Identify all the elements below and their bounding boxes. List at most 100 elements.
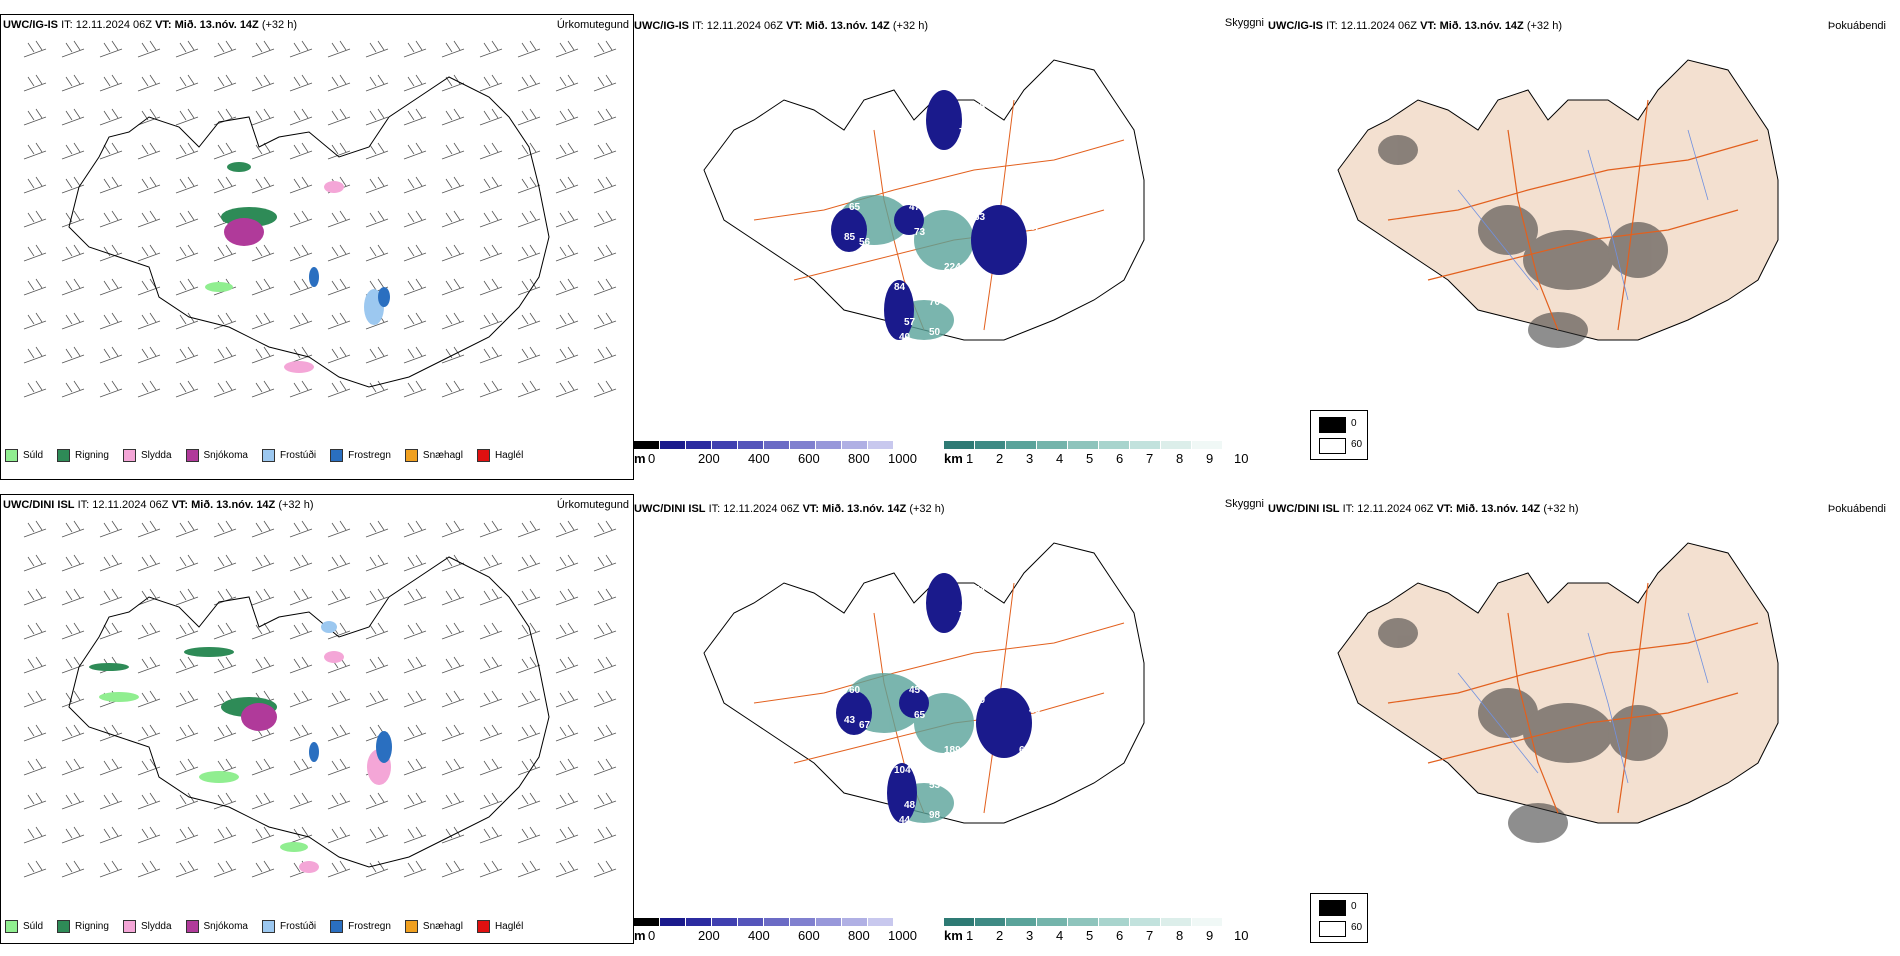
wind-barb	[365, 520, 389, 538]
wind-barb	[251, 278, 275, 296]
tick-label: 6	[1116, 451, 1124, 466]
wind-barb	[593, 690, 617, 708]
fog-map	[1337, 59, 1779, 348]
wind-barb	[251, 380, 275, 398]
product-title: Þokuábendi	[1827, 503, 1886, 515]
wind-barb	[403, 690, 427, 708]
visibility-value-label: 104	[894, 765, 911, 776]
forecast-row-2: UWC/DINI ISL IT: 12.11.2024 06Z VT: Mið.…	[0, 478, 1900, 956]
visibility-value-label: 59	[974, 695, 986, 706]
visibility-value-label: 60	[849, 685, 861, 696]
wind-barb	[61, 210, 85, 228]
wind-barb	[137, 40, 161, 58]
visibility-value-label: 94	[839, 665, 851, 676]
panel-header: UWC/IG-IS IT: 12.11.2024 06Z VT: Mið. 13…	[3, 19, 298, 31]
wind-barb	[403, 108, 427, 126]
wind-barb	[213, 724, 237, 742]
wind-barb	[61, 142, 85, 160]
wind-barb	[61, 278, 85, 296]
wind-barb	[213, 554, 237, 572]
wind-barb	[99, 244, 123, 262]
wind-barb	[327, 724, 351, 742]
wind-barb	[479, 554, 503, 572]
wind-barb	[327, 108, 351, 126]
wind-barb	[137, 244, 161, 262]
wind-barb	[23, 312, 47, 330]
wind-barb	[555, 74, 579, 92]
wind-barb	[555, 244, 579, 262]
wind-barb	[593, 380, 617, 398]
fog-panel: UWC/IG-IS IT: 12.11.2024 06Z VT: Mið. 13…	[1268, 0, 1900, 478]
tick-label: 800	[848, 928, 870, 943]
wind-barb	[365, 656, 389, 674]
wind-barb	[555, 142, 579, 160]
wind-barb	[175, 74, 199, 92]
wind-barb	[175, 724, 199, 742]
wind-barb	[251, 108, 275, 126]
wind-barb	[555, 176, 579, 194]
wind-barb	[251, 860, 275, 878]
wind-barb	[99, 142, 123, 160]
tick-label: 3	[1026, 451, 1034, 466]
precip-map	[23, 520, 617, 878]
tick-label: 400	[748, 451, 770, 466]
wind-barb	[479, 656, 503, 674]
wind-barb	[365, 176, 389, 194]
wind-barb	[23, 724, 47, 742]
wind-barb	[99, 622, 123, 640]
wind-barb	[289, 108, 313, 126]
wind-barb	[23, 860, 47, 878]
tick-label: 1000	[888, 928, 917, 943]
wind-barb	[61, 724, 85, 742]
wind-barb	[289, 142, 313, 160]
wind-barb	[555, 346, 579, 364]
visibility-panel: UWC/IG-IS IT: 12.11.2024 06Z VT: Mið. 13…	[634, 0, 1268, 478]
wind-barb	[23, 690, 47, 708]
wind-barb	[137, 210, 161, 228]
wind-barb	[213, 520, 237, 538]
wind-barb	[251, 346, 275, 364]
wind-barb	[593, 656, 617, 674]
wind-barb	[23, 244, 47, 262]
wind-barb	[251, 74, 275, 92]
visibility-value-label: 56	[859, 237, 871, 248]
wind-barb	[175, 690, 199, 708]
wind-barb	[479, 244, 503, 262]
wind-barb	[137, 312, 161, 330]
wind-barb	[517, 380, 541, 398]
wind-barb	[99, 792, 123, 810]
wind-barb	[175, 346, 199, 364]
wind-barb	[593, 758, 617, 776]
visibility-value-label: 189	[944, 745, 961, 756]
wind-barb	[137, 724, 161, 742]
wind-barb	[137, 142, 161, 160]
wind-barb	[289, 588, 313, 606]
wind-barb	[175, 108, 199, 126]
wind-barb	[403, 142, 427, 160]
wind-barb	[479, 520, 503, 538]
wind-barb	[479, 622, 503, 640]
product-title: Skyggni	[1224, 17, 1264, 29]
visibility-value-label: 47	[909, 202, 921, 213]
wind-barb	[593, 40, 617, 58]
wind-barb	[23, 792, 47, 810]
wind-barb	[517, 176, 541, 194]
wind-barb	[403, 622, 427, 640]
wind-barb	[99, 758, 123, 776]
wind-barb	[61, 656, 85, 674]
wind-barb	[593, 278, 617, 296]
visibility-value-label: 70	[959, 610, 971, 621]
tick-label: 600	[798, 451, 820, 466]
wind-barb	[365, 142, 389, 160]
wind-barb	[441, 724, 465, 742]
legend-item: Frostregn	[330, 449, 391, 462]
visibility-value-label: 63	[974, 212, 986, 223]
fog-map	[1337, 542, 1779, 843]
height-unit: m	[634, 451, 646, 466]
forecast-row-1: UWC/IG-IS IT: 12.11.2024 06Z VT: Mið. 13…	[0, 0, 1900, 480]
wind-barb	[403, 860, 427, 878]
wind-barb	[327, 312, 351, 330]
tick-label: 0	[648, 451, 656, 466]
